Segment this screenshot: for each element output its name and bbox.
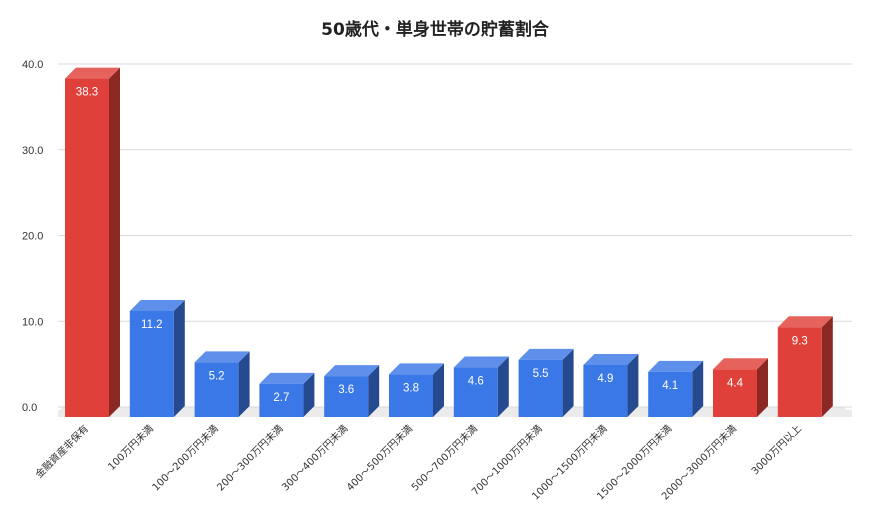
- x-tick-label: 2000〜3000万円未満: [659, 423, 739, 503]
- data-label: 4.4: [727, 377, 744, 389]
- x-tick-label: 700〜1000万円未満: [469, 423, 544, 498]
- bar: [453, 367, 498, 417]
- bar-side: [692, 360, 704, 417]
- bar-top: [518, 348, 574, 360]
- data-label: 38.3: [76, 87, 98, 99]
- bar: [518, 359, 563, 417]
- data-label: 9.3: [792, 335, 808, 347]
- data-label: 3.6: [338, 384, 354, 396]
- bar-side: [821, 316, 833, 417]
- data-label: 11.2: [141, 319, 163, 331]
- bar-side: [173, 299, 185, 417]
- bar-top: [389, 363, 444, 375]
- bar: [583, 364, 628, 417]
- data-label: 2.7: [273, 392, 289, 404]
- bar-top: [583, 353, 639, 365]
- bar-side: [562, 348, 574, 417]
- bar: [194, 362, 239, 417]
- data-label: 4.6: [468, 376, 484, 388]
- x-tick-label: 200〜300万円未満: [215, 423, 286, 494]
- x-tick-label: 400〜500万円未満: [344, 423, 415, 494]
- data-label: 3.8: [403, 382, 419, 394]
- bar-side: [109, 67, 120, 417]
- bar-side: [757, 358, 768, 417]
- bar-top: [648, 360, 704, 372]
- bar-side: [433, 363, 444, 417]
- bar-side: [303, 372, 315, 417]
- bar-top: [65, 67, 120, 79]
- bar: [648, 371, 693, 417]
- bar-side: [627, 353, 639, 417]
- data-label: 5.2: [209, 370, 225, 382]
- x-tick-label: 500〜700万円未満: [409, 423, 480, 494]
- bar: [777, 327, 822, 417]
- bar-top: [194, 351, 250, 363]
- bar: [389, 374, 433, 417]
- bar-top: [453, 356, 509, 368]
- bar: [65, 78, 109, 417]
- data-label: 4.9: [597, 373, 613, 385]
- bar-side: [368, 365, 380, 417]
- bar: [129, 310, 174, 417]
- y-tick-label: 30.0: [22, 145, 43, 157]
- bar-top: [324, 365, 380, 377]
- x-tick-label: 100万円未満: [106, 423, 156, 473]
- data-label: 5.5: [533, 368, 549, 380]
- bar-side: [497, 356, 509, 417]
- y-tick-label: 10.0: [22, 316, 43, 328]
- x-tick-label: 1500〜2000万円未満: [594, 423, 674, 503]
- bar: [713, 369, 757, 417]
- x-tick-label: 100〜200万円未満: [150, 423, 221, 494]
- data-label: 4.1: [662, 380, 678, 392]
- bar: [324, 376, 369, 417]
- x-tick-label: 1000〜1500万円未満: [530, 423, 610, 503]
- y-tick-label: 40.0: [22, 59, 43, 71]
- x-tick-label: 金融資産非保有: [32, 422, 91, 481]
- y-tick-label: 0.0: [22, 402, 37, 414]
- x-tick-label: 300〜400万円未満: [279, 423, 350, 494]
- chart-title: 50歳代・単身世帯の貯蓄割合: [321, 20, 549, 40]
- y-tick-label: 20.0: [22, 231, 43, 243]
- bar-top: [129, 299, 185, 311]
- bar-side: [238, 351, 250, 417]
- bar: [259, 383, 304, 417]
- bar-top: [777, 316, 833, 328]
- bar-top: [259, 372, 315, 384]
- bar-top: [713, 358, 768, 370]
- x-tick-label: 3000万円以上: [749, 423, 804, 478]
